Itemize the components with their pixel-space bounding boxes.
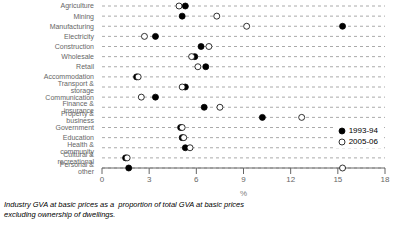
svg-text:Manufacturing: Manufacturing <box>50 23 94 31</box>
svg-text:Wholesale: Wholesale <box>61 53 94 60</box>
svg-text:15: 15 <box>333 175 342 184</box>
svg-text:3: 3 <box>147 175 152 184</box>
svg-text:18: 18 <box>381 175 389 184</box>
svg-text:Construction: Construction <box>55 43 94 50</box>
svg-text:Personal &other: Personal &other <box>60 161 95 175</box>
svg-text:12: 12 <box>286 175 295 184</box>
svg-text:Mining: Mining <box>73 13 94 21</box>
svg-text:%: % <box>240 189 247 196</box>
svg-text:Agriculture: Agriculture <box>61 2 95 10</box>
svg-text:6: 6 <box>194 175 199 184</box>
svg-text:Electricity: Electricity <box>64 33 94 41</box>
svg-text:Retail: Retail <box>76 63 94 70</box>
svg-text:Government: Government <box>55 124 94 131</box>
svg-text:Property &business: Property &business <box>61 110 95 124</box>
svg-text:0: 0 <box>100 175 105 184</box>
svg-text:9: 9 <box>241 175 246 184</box>
